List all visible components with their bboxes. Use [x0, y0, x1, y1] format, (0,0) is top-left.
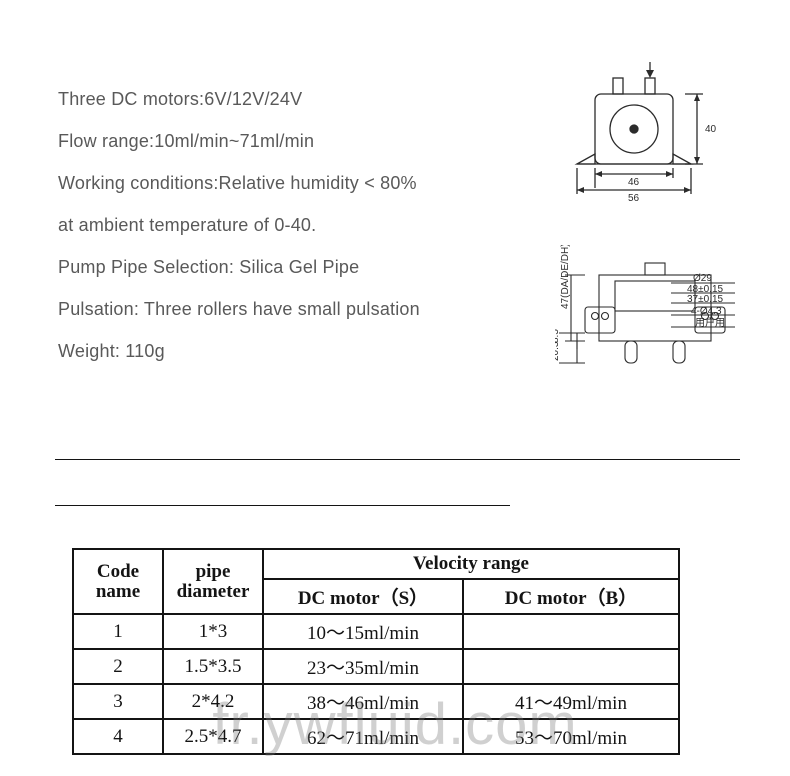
dim-h47: 47(DA/DE/DH): [560, 245, 571, 309]
table-row: 1 1*3 10～15ml/min: [73, 614, 679, 649]
cell-code: 2: [73, 649, 163, 684]
dim-width-56: 56: [628, 193, 640, 204]
spec-cond1: Working conditions:Relative humidity < 8…: [58, 162, 538, 204]
spec-block: Three DC motors:6V/12V/24V Flow range:10…: [58, 78, 538, 372]
dim-h85: 8.5: [555, 329, 561, 343]
spec-motors: Three DC motors:6V/12V/24V: [58, 78, 538, 120]
divider-line-2: [55, 505, 510, 506]
th-pipe: pipe diameter: [163, 549, 263, 614]
dim-d29: Ø29: [693, 273, 712, 284]
cell-s: 38～46ml/min: [263, 684, 463, 719]
cell-s: 23～35ml/min: [263, 649, 463, 684]
dim-user: 用户用: [695, 316, 725, 329]
divider-line-1: [55, 459, 740, 460]
spec-weight: Weight: 110g: [58, 330, 538, 372]
cell-pipe: 2.5*4.7: [163, 719, 263, 754]
diagram-top-view: Ø29 48±0.15 37±0.15 4-Ø4.3 用户用 47(DA/DE/…: [555, 245, 750, 380]
cell-pipe: 1*3: [163, 614, 263, 649]
th-velocity: Velocity range: [263, 549, 679, 579]
cell-s: 62～71ml/min: [263, 719, 463, 754]
dim-width-46: 46: [628, 177, 640, 188]
table-row: 2 1.5*3.5 23～35ml/min: [73, 649, 679, 684]
cell-b: [463, 649, 679, 684]
spec-cond2: at ambient temperature of 0-40.: [58, 204, 538, 246]
dim-h20: 20.3: [555, 341, 561, 361]
th-motor-b: DC motor（B）: [463, 579, 679, 614]
diagram-front-view: 40 46 56: [555, 60, 725, 205]
dim-hole: 4-Ø4.3: [691, 306, 722, 317]
cell-pipe: 2*4.2: [163, 684, 263, 719]
table-row: 4 2.5*4.7 62～71ml/min 53～70ml/min: [73, 719, 679, 754]
spec-pulsation: Pulsation: Three rollers have small puls…: [58, 288, 538, 330]
cell-code: 3: [73, 684, 163, 719]
dim-height-40: 40: [705, 124, 717, 135]
velocity-table: Code name pipe diameter Velocity range D…: [72, 548, 680, 755]
cell-b: 41～49ml/min: [463, 684, 679, 719]
table-row: 3 2*4.2 38～46ml/min 41～49ml/min: [73, 684, 679, 719]
spec-pipe: Pump Pipe Selection: Silica Gel Pipe: [58, 246, 538, 288]
cell-b: [463, 614, 679, 649]
spec-flow: Flow range:10ml/min~71ml/min: [58, 120, 538, 162]
cell-b: 53～70ml/min: [463, 719, 679, 754]
cell-pipe: 1.5*3.5: [163, 649, 263, 684]
cell-s: 10～15ml/min: [263, 614, 463, 649]
cell-code: 1: [73, 614, 163, 649]
dim-w37: 37±0.15: [687, 294, 724, 305]
cell-code: 4: [73, 719, 163, 754]
th-motor-s: DC motor（S）: [263, 579, 463, 614]
th-code: Code name: [73, 549, 163, 614]
